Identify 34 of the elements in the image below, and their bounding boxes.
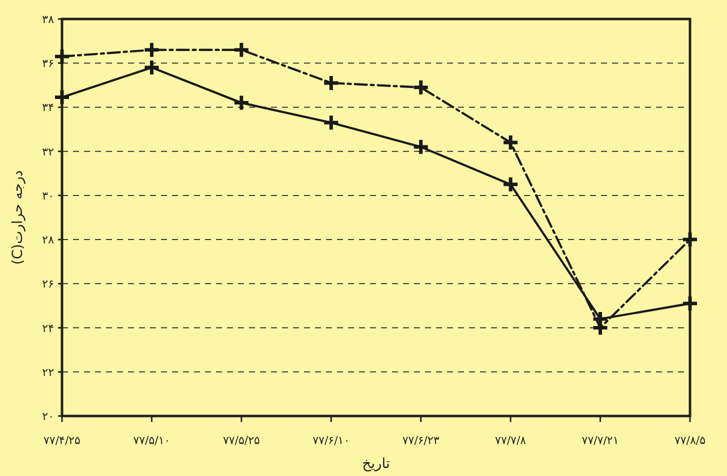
x-tick-label: ۷۷/۷/۸ [495,434,526,447]
y-tick-label: ۲۸ [42,234,54,247]
y-axis-title: درجه حرارت(C) [10,170,26,265]
point [681,230,699,248]
point [53,48,71,66]
point [142,41,160,59]
point [322,114,340,132]
y-tick-label: ۳۴ [42,101,54,114]
point [412,78,430,96]
x-tick-label: ۷۷/۶/۱۰ [312,434,350,447]
y-tick-label: ۳۰ [42,189,54,202]
x-axis-title: تاریخ [362,456,390,472]
point [142,58,160,76]
y-tick-label: ۳۲ [42,145,54,158]
x-tick-label: ۷۷/۵/۱۰ [133,434,170,447]
x-tick-label: ۷۷/۷/۲۱ [582,434,619,447]
x-tick-label: ۷۷/۴/۲۵ [44,434,81,447]
y-tick-label: ۲۶ [42,278,54,291]
point [232,94,250,112]
point [322,74,340,92]
point [681,294,699,312]
x-tick-label: ۷۷/۸/۵ [674,434,706,447]
y-tick-label: ۳۶ [42,57,54,70]
point [232,41,250,59]
point [502,134,520,152]
y-tick-label: ۲۰ [42,410,54,423]
y-tick-label: ۳۸ [42,13,54,26]
x-tick-label: ۷۷/۵/۲۵ [222,434,260,447]
x-tick-label: ۷۷/۶/۲۳ [402,434,440,447]
point [502,176,520,194]
y-tick-label: ۲۲ [42,366,54,379]
point [53,88,71,106]
y-tick-label: ۲۴ [42,322,54,335]
point [412,138,430,156]
